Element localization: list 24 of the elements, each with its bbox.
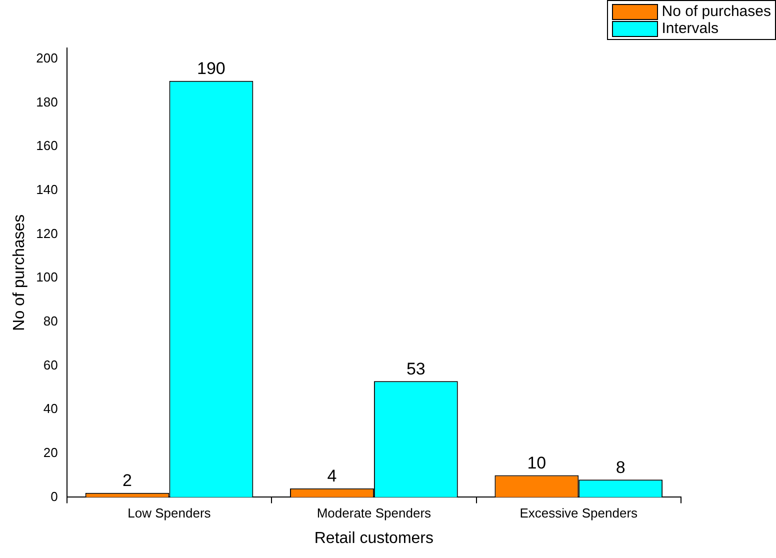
legend-label: No of purchases <box>662 3 771 20</box>
y-tick-label: 140 <box>36 182 58 198</box>
y-tick-label: 120 <box>36 226 58 241</box>
y-tick-label: 20 <box>43 444 58 460</box>
y-tick-label: 100 <box>36 270 58 285</box>
x-tick-label: Moderate Spenders <box>316 506 432 521</box>
y-tick-label: 160 <box>36 138 58 154</box>
x-tick-label: Excessive Spenders <box>520 506 638 521</box>
legend-label: Intervals <box>662 20 718 37</box>
y-tick-label: 60 <box>43 357 58 372</box>
y-tick-label: 80 <box>43 313 58 328</box>
y-tick-label: 0 <box>50 488 58 504</box>
y-tick-label: 200 <box>36 50 58 66</box>
data-label: 53 <box>406 359 426 378</box>
y-tick-label: 180 <box>36 94 58 110</box>
data-label: 2 <box>122 471 132 490</box>
y-tick-label: 40 <box>43 401 58 416</box>
data-label: 10 <box>527 453 546 472</box>
data-label: 190 <box>197 59 226 78</box>
x-tick-label: Low Spenders <box>128 506 212 521</box>
x-axis-title: Retail customers <box>314 530 434 547</box>
y-axis-title: No of purchases <box>11 214 28 331</box>
data-label: 8 <box>616 458 626 477</box>
data-label: 4 <box>327 466 337 486</box>
